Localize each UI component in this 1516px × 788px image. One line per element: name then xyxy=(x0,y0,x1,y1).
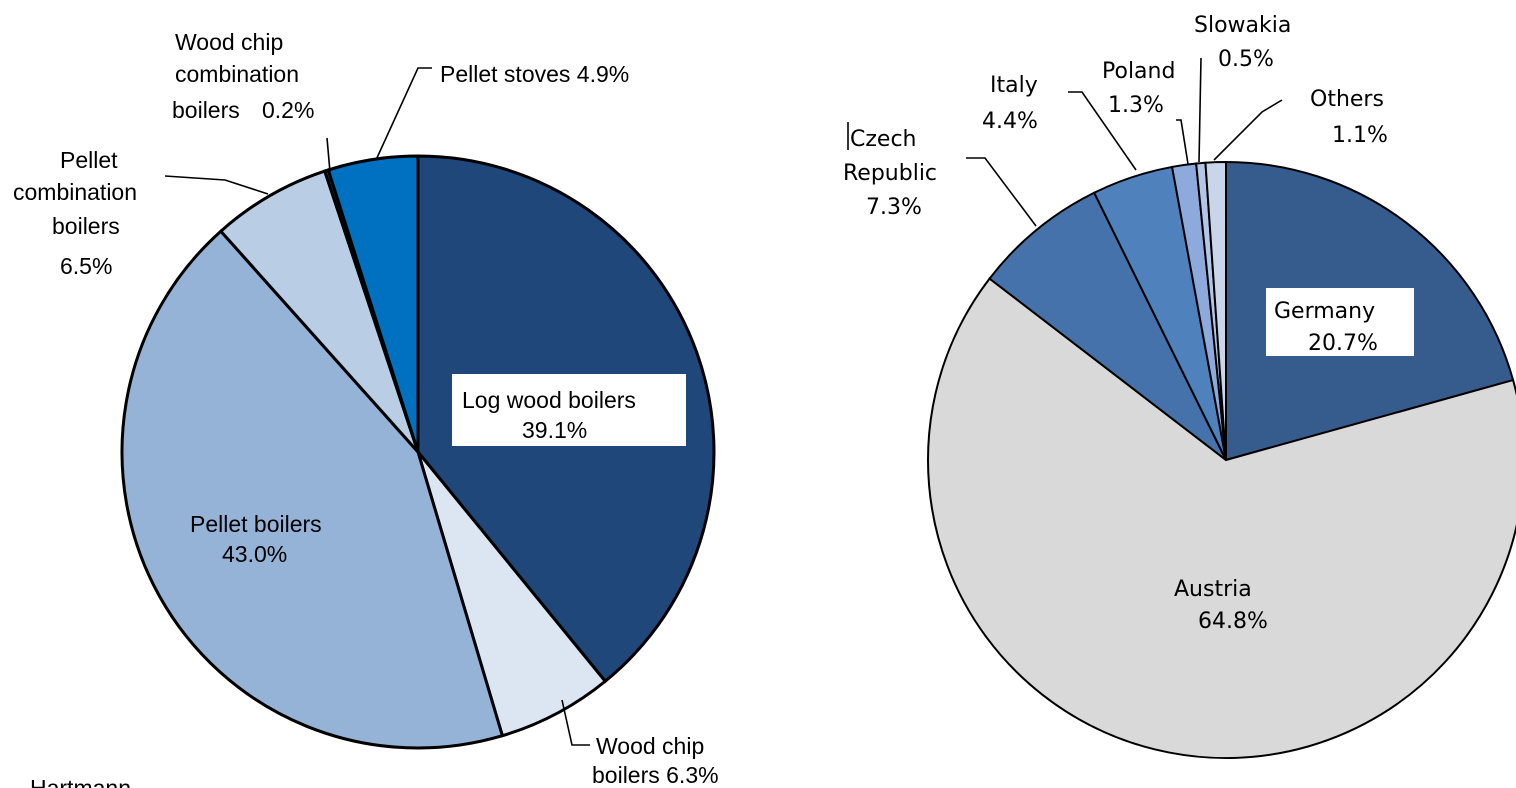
label-wood-chip-boilers-1: Wood chip xyxy=(596,733,704,759)
label-wood-chip-combination-3: boilers xyxy=(172,97,240,123)
leader-italy xyxy=(1068,91,1137,171)
label-pellet-combination-pct: 6.5% xyxy=(60,253,112,279)
leader-slowakia xyxy=(1198,57,1202,163)
label-italy: Italy xyxy=(990,73,1038,98)
leader-pellet-combination xyxy=(164,175,269,195)
pie-slice-pellet-boilers xyxy=(120,229,505,750)
label-poland: Poland xyxy=(1102,59,1175,84)
label-austria-pct: 64.8% xyxy=(1198,609,1268,634)
pie-slice-others xyxy=(1204,160,1227,461)
label-germany-pct: 20.7% xyxy=(1308,331,1378,356)
label-austria: Austria xyxy=(1174,577,1252,602)
label-pellet-boilers: Pellet boilers xyxy=(190,511,322,537)
label-others: Others xyxy=(1310,87,1384,112)
label-log-wood-boilers-pct: 39.1% xyxy=(522,417,587,443)
label-czech-2: Republic xyxy=(843,161,937,186)
label-pellet-combination-1: Pellet xyxy=(60,147,118,173)
label-pellet-stoves: Pellet stoves 4.9% xyxy=(440,61,629,87)
leader-poland xyxy=(1176,119,1189,165)
label-wood-chip-combination-pct: 0.2% xyxy=(262,97,314,123)
label-pellet-boilers-pct: 43.0% xyxy=(222,541,287,567)
label-slowakia-pct: 0.5% xyxy=(1218,47,1274,72)
leader-wood-chip-boilers xyxy=(561,699,590,746)
label-wood-chip-boilers-2: boilers 6.3% xyxy=(592,762,719,788)
label-log-wood-boilers: Log wood boilers xyxy=(462,387,636,413)
pie-chart-countries xyxy=(927,160,1516,759)
label-wood-chip-combination-2: combination xyxy=(175,61,299,87)
leader-others xyxy=(1213,99,1283,161)
label-czech-pct: 7.3% xyxy=(866,195,922,220)
label-poland-pct: 1.3% xyxy=(1108,93,1164,118)
label-slowakia: Slowakia xyxy=(1194,13,1291,38)
pie-slice-wood-chip-boilers xyxy=(416,451,608,738)
label-germany: Germany xyxy=(1274,299,1375,324)
label-box-log-wood xyxy=(452,374,686,446)
pie-slice-pellet-combination-boilers xyxy=(218,169,420,453)
leader-czech xyxy=(966,157,1037,227)
pie-slice-pellet-stoves xyxy=(326,154,420,453)
label-box-germany xyxy=(1266,288,1414,356)
pie-slice-czech-republic xyxy=(988,191,1227,461)
leader-wood-chip-combination xyxy=(326,137,331,173)
pie-slice-austria xyxy=(927,277,1516,759)
label-others-pct: 1.1% xyxy=(1332,123,1388,148)
pie-chart-heating-systems xyxy=(120,154,716,750)
label-italy-pct: 4.4% xyxy=(982,109,1038,134)
label-pellet-combination-3: boilers xyxy=(52,213,120,239)
label-czech-1: Czech xyxy=(850,127,916,152)
label-wood-chip-combination-1: Wood chip xyxy=(175,29,283,55)
footer-text: Hartmann xyxy=(30,775,131,788)
leader-pellet-stoves xyxy=(375,67,432,161)
label-pellet-combination-2: combination xyxy=(13,179,137,205)
